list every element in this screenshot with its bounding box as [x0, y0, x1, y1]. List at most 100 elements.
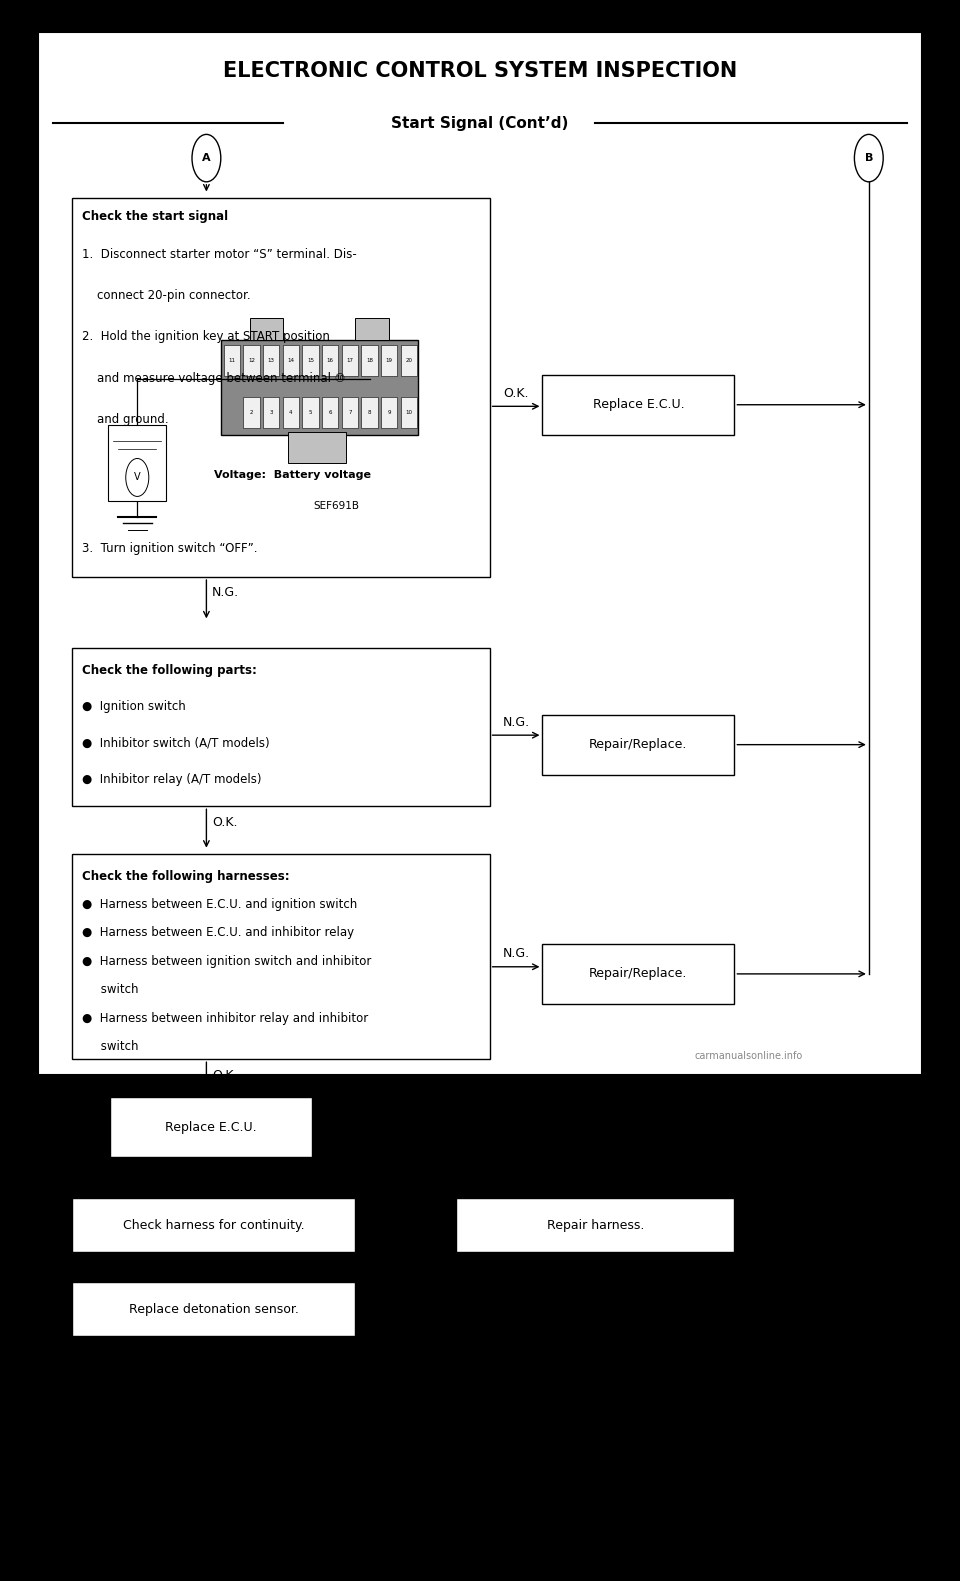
Text: 13: 13	[268, 357, 275, 364]
Text: Start Signal (Cont’d): Start Signal (Cont’d)	[392, 115, 568, 131]
Text: Check the following parts:: Check the following parts:	[82, 664, 256, 677]
Bar	[282, 345, 299, 376]
Bar	[361, 345, 377, 376]
Text: 10: 10	[405, 409, 413, 416]
Bar	[323, 397, 339, 428]
Bar	[263, 345, 279, 376]
Text: 18: 18	[366, 357, 373, 364]
Text: ●  Harness between E.C.U. and ignition switch: ● Harness between E.C.U. and ignition sw…	[82, 898, 357, 911]
Bar	[250, 318, 283, 340]
Text: carmanualsonline.info: carmanualsonline.info	[695, 1051, 803, 1061]
Bar	[542, 944, 734, 1004]
Text: ●  Ignition switch: ● Ignition switch	[82, 700, 185, 713]
Text: V: V	[134, 473, 140, 482]
Text: Detonation Sensor: Detonation Sensor	[400, 1165, 560, 1181]
Bar	[108, 425, 166, 501]
Bar	[400, 345, 417, 376]
Text: N.G.: N.G.	[360, 1206, 387, 1219]
Text: B: B	[865, 153, 873, 163]
Text: 20: 20	[405, 357, 413, 364]
Text: connect 20-pin connector.: connect 20-pin connector.	[82, 289, 251, 302]
Bar	[381, 345, 397, 376]
Text: O.K.: O.K.	[212, 816, 238, 828]
Bar	[542, 375, 734, 435]
Text: O.K.: O.K.	[133, 1258, 159, 1271]
Text: Replace E.C.U.: Replace E.C.U.	[165, 1121, 257, 1134]
Bar	[323, 345, 339, 376]
Bar	[72, 854, 490, 1059]
Bar	[244, 345, 259, 376]
Text: 17: 17	[347, 357, 353, 364]
Bar	[72, 1282, 355, 1336]
Text: O.K.: O.K.	[503, 387, 529, 400]
Bar	[342, 397, 358, 428]
Text: ●  Harness between ignition switch and inhibitor: ● Harness between ignition switch and in…	[82, 955, 371, 968]
Text: switch: switch	[82, 983, 138, 996]
Bar	[355, 318, 389, 340]
Text: 11: 11	[228, 357, 235, 364]
Text: 16: 16	[326, 357, 334, 364]
Bar	[72, 1198, 355, 1252]
Bar	[244, 397, 259, 428]
Text: Check harness for continuity.: Check harness for continuity.	[123, 1219, 304, 1232]
Text: 7: 7	[348, 409, 351, 416]
Text: 9: 9	[388, 409, 391, 416]
Text: 14: 14	[287, 357, 295, 364]
Circle shape	[192, 134, 221, 182]
Text: 3.  Turn ignition switch “OFF”.: 3. Turn ignition switch “OFF”.	[82, 542, 257, 555]
Bar	[263, 397, 279, 428]
Bar	[542, 715, 734, 775]
Text: 2.  Hold the ignition key at START position: 2. Hold the ignition key at START positi…	[82, 330, 329, 343]
Text: SEF691B: SEF691B	[313, 501, 359, 511]
Text: 2: 2	[250, 409, 253, 416]
Bar	[361, 397, 377, 428]
Text: ELECTRONIC CONTROL SYSTEM INSPECTION: ELECTRONIC CONTROL SYSTEM INSPECTION	[223, 62, 737, 81]
Text: ●  Harness between E.C.U. and inhibitor relay: ● Harness between E.C.U. and inhibitor r…	[82, 926, 353, 939]
Text: ●  Inhibitor relay (A/T models): ● Inhibitor relay (A/T models)	[82, 773, 261, 786]
Text: ●  Harness between inhibitor relay and inhibitor: ● Harness between inhibitor relay and in…	[82, 1012, 368, 1024]
Text: ●  Inhibitor switch (A/T models): ● Inhibitor switch (A/T models)	[82, 737, 269, 749]
Text: Repair/Replace.: Repair/Replace.	[589, 968, 687, 980]
Text: 15: 15	[307, 357, 314, 364]
Text: Repair/Replace.: Repair/Replace.	[589, 738, 687, 751]
Circle shape	[854, 134, 883, 182]
Bar	[342, 345, 358, 376]
Text: and ground.: and ground.	[82, 413, 168, 425]
Text: 19: 19	[386, 357, 393, 364]
Text: Voltage:  Battery voltage: Voltage: Battery voltage	[214, 470, 372, 479]
Text: EF & EC-70: EF & EC-70	[420, 1429, 540, 1448]
Bar	[288, 432, 346, 463]
Text: Repair harness.: Repair harness.	[546, 1219, 644, 1232]
Text: and measure voltage between terminal ⑩: and measure voltage between terminal ⑩	[82, 372, 345, 384]
Bar	[381, 397, 397, 428]
Text: N.G.: N.G.	[212, 587, 239, 599]
Bar	[110, 1097, 312, 1157]
Text: Replace detonation sensor.: Replace detonation sensor.	[129, 1303, 299, 1315]
Text: 4: 4	[289, 409, 293, 416]
Text: 12: 12	[248, 357, 255, 364]
Text: 8: 8	[368, 409, 372, 416]
Text: Replace E.C.U.: Replace E.C.U.	[592, 398, 684, 411]
Text: N.G.: N.G.	[502, 947, 530, 960]
Text: 5: 5	[309, 409, 312, 416]
Text: 6: 6	[328, 409, 332, 416]
Text: 3: 3	[270, 409, 273, 416]
Text: 1.  Disconnect starter motor “S” terminal. Dis-: 1. Disconnect starter motor “S” terminal…	[82, 248, 356, 261]
Text: N.G.: N.G.	[502, 716, 530, 729]
Bar	[302, 397, 319, 428]
Bar	[302, 345, 319, 376]
Circle shape	[126, 458, 149, 496]
Bar	[282, 397, 299, 428]
Text: switch: switch	[82, 1040, 138, 1053]
Bar	[456, 1198, 734, 1252]
Bar	[72, 198, 490, 577]
Text: A: A	[203, 153, 210, 163]
Text: Check the start signal: Check the start signal	[82, 210, 228, 223]
Bar	[72, 648, 490, 806]
Bar	[224, 345, 240, 376]
Bar	[221, 340, 418, 435]
Bar	[38, 32, 922, 1075]
Text: Check the following harnesses:: Check the following harnesses:	[82, 870, 289, 882]
Text: O.K.: O.K.	[212, 1069, 238, 1081]
Bar	[400, 397, 417, 428]
